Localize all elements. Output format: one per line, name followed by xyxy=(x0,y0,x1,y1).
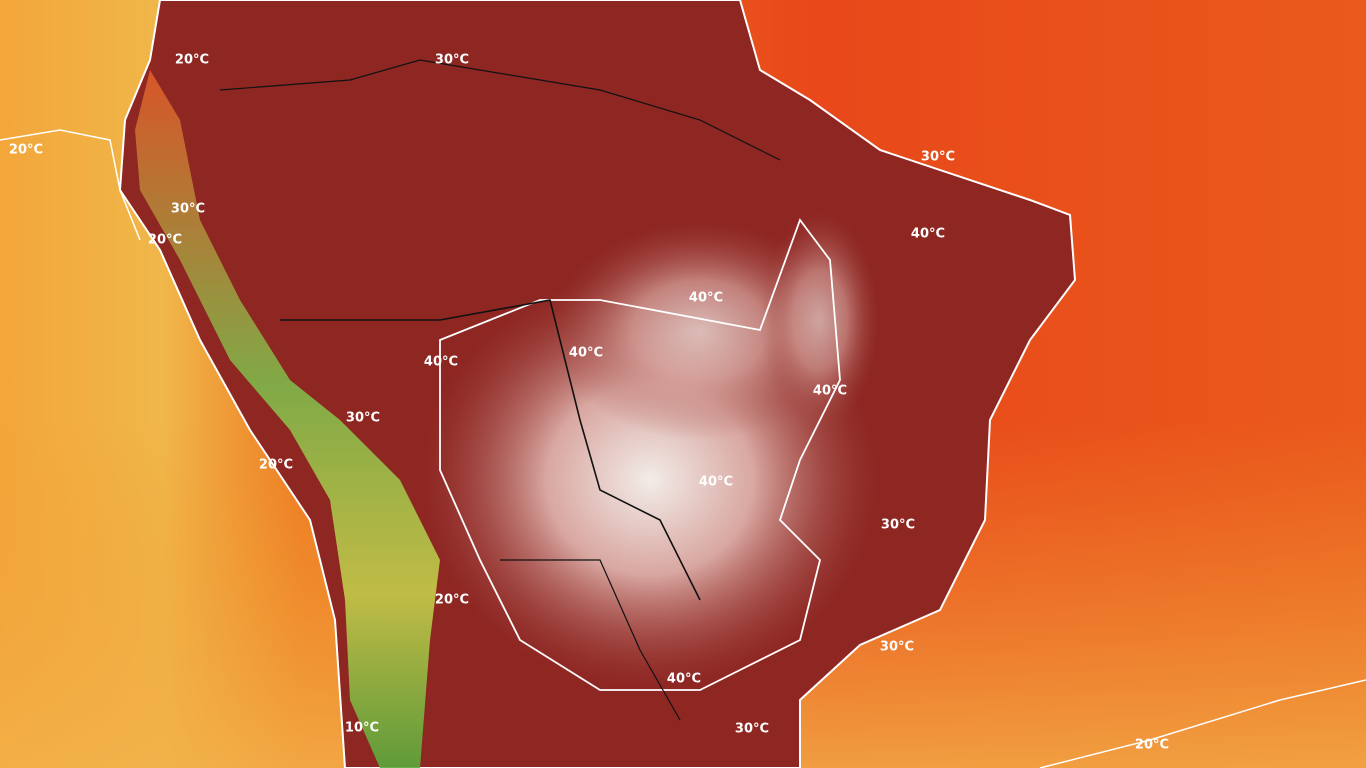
contour-label: 40°C xyxy=(911,227,945,242)
contour-label: 30°C xyxy=(171,202,205,217)
contour-label: 40°C xyxy=(667,672,701,687)
contour-label: 20°C xyxy=(1135,738,1169,753)
border xyxy=(280,299,701,601)
contour-label: 20°C xyxy=(259,458,293,473)
contour-label: 40°C xyxy=(813,384,847,399)
contour-labels: 20°C 30°C 20°C 30°C 30°C 20°C 40°C 40°C 40°C 40°C… xyxy=(9,53,1169,753)
border xyxy=(219,59,781,721)
hot-zone xyxy=(760,210,880,430)
contour-label: 10°C xyxy=(345,721,379,736)
contour-20 xyxy=(1039,679,1366,768)
andes xyxy=(135,70,440,768)
contour-label: 30°C xyxy=(346,411,380,426)
contour-label: 40°C xyxy=(699,475,733,490)
contour-label: 20°C xyxy=(9,143,43,158)
contour-label: 20°C xyxy=(148,233,182,248)
contour-20 xyxy=(0,129,141,241)
contour-label: 30°C xyxy=(921,150,955,165)
contour-label: 20°C xyxy=(175,53,209,68)
contour-label: 40°C xyxy=(569,346,603,361)
contour-label: 20°C xyxy=(435,593,469,608)
contour-label: 30°C xyxy=(435,53,469,68)
contour-label: 40°C xyxy=(424,355,458,370)
contour-label: 30°C xyxy=(735,722,769,737)
contour-label: 40°C xyxy=(689,291,723,306)
contour-label: 30°C xyxy=(881,518,915,533)
contour-40 xyxy=(439,218,841,691)
contour-label: 30°C xyxy=(880,640,914,655)
